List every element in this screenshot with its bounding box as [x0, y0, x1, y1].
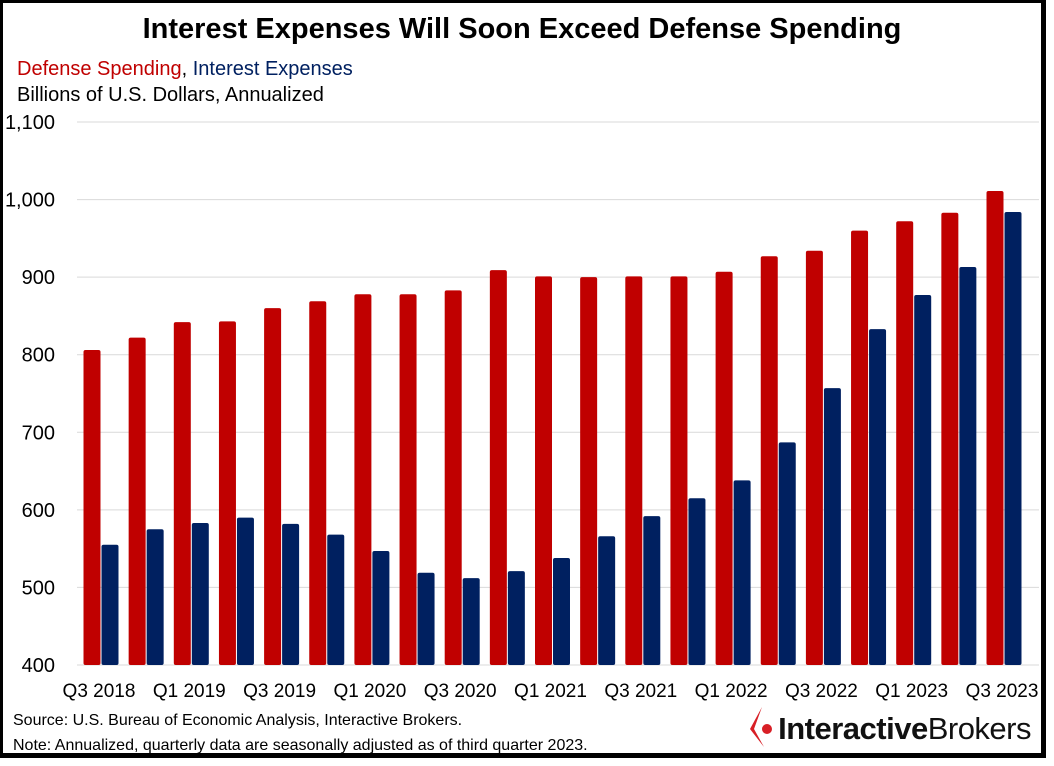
logo-mark-icon	[750, 707, 773, 747]
legend-separator: ,	[181, 58, 193, 80]
bar-interest	[733, 480, 751, 665]
bar-defense	[489, 270, 507, 665]
bar-chart: 400 500 600 700 800 900 1,000 1,100 Q3 2018 Q1 20…	[5, 112, 1039, 702]
bar-defense	[580, 277, 598, 665]
x-tick-label: Q1 2023	[875, 681, 948, 702]
bar-defense	[851, 230, 869, 665]
y-tick-label: 700	[22, 422, 55, 444]
bar-interest	[869, 329, 887, 665]
bar-interest	[372, 550, 390, 665]
bar-defense	[941, 212, 959, 665]
x-tick-label: Q1 2019	[153, 681, 226, 702]
bar-defense	[218, 321, 236, 665]
bar-defense	[264, 308, 282, 665]
bar-interest	[688, 498, 706, 665]
y-tick-label: 800	[22, 345, 55, 367]
bar-interest	[191, 523, 209, 665]
y-tick-label: 600	[22, 500, 55, 522]
bar-defense	[805, 250, 823, 666]
legend-interest: Interest Expenses	[192, 58, 353, 80]
x-tick-label: Q3 2022	[785, 681, 858, 702]
bar-interest	[462, 578, 480, 665]
bar-defense	[760, 256, 778, 665]
bar-defense	[399, 294, 417, 665]
bar-defense	[670, 276, 688, 665]
x-tick-label: Q1 2020	[333, 681, 406, 702]
x-tick-label: Q3 2023	[966, 681, 1039, 702]
y-tick-label: 1,100	[5, 112, 55, 134]
bar-interest	[914, 294, 932, 665]
y-tick-label: 400	[22, 655, 55, 677]
x-tick-label: Q1 2021	[514, 681, 587, 702]
x-tick-label: Q3 2019	[243, 681, 316, 702]
bar-interest	[1004, 211, 1022, 666]
bar-interest	[236, 517, 254, 665]
bar-defense	[173, 322, 191, 665]
bar-interest	[417, 572, 435, 665]
bar-defense	[128, 337, 146, 665]
bar-interest	[598, 536, 616, 665]
bar-defense	[309, 301, 327, 665]
legend: Defense Spending, Interest Expenses	[17, 58, 353, 81]
footnote: Note: Annualized, quarterly data are sea…	[13, 737, 588, 754]
legend-defense: Defense Spending	[17, 58, 182, 80]
bar-defense	[83, 350, 101, 665]
y-tick-label: 1,000	[5, 190, 55, 212]
x-tick-label: Q3 2018	[63, 681, 136, 702]
source-note: Source: U.S. Bureau of Economic Analysis…	[13, 712, 463, 729]
bar-interest	[823, 388, 841, 665]
bar-defense	[625, 276, 643, 665]
bar-interest	[146, 529, 164, 665]
bar-interest	[643, 516, 661, 665]
chart-title: Interest Expenses Will Soon Exceed Defen…	[142, 13, 902, 45]
bar-interest	[327, 534, 345, 665]
y-tick-label: 900	[22, 267, 55, 289]
bar-defense	[715, 271, 733, 665]
bar-interest	[553, 557, 570, 665]
x-tick-label: Q3 2021	[604, 681, 677, 702]
bar-defense	[354, 294, 372, 665]
bar-defense	[986, 191, 1004, 665]
logo-text: InteractiveBrokers	[778, 711, 1031, 746]
bar-defense	[444, 290, 462, 665]
bar-defense	[896, 221, 914, 665]
bar-interest	[507, 571, 525, 665]
chart-subtitle: Billions of U.S. Dollars, Annualized	[17, 84, 324, 106]
bar-defense	[535, 276, 552, 665]
bar-interest	[282, 523, 300, 665]
bar-interest	[101, 544, 119, 665]
x-tick-label: Q1 2022	[695, 681, 768, 702]
y-tick-label: 500	[22, 577, 55, 599]
interactive-brokers-logo: InteractiveBrokers	[748, 707, 1032, 747]
bar-interest	[959, 267, 977, 665]
bar-interest	[778, 442, 796, 665]
x-tick-label: Q3 2020	[424, 681, 497, 702]
